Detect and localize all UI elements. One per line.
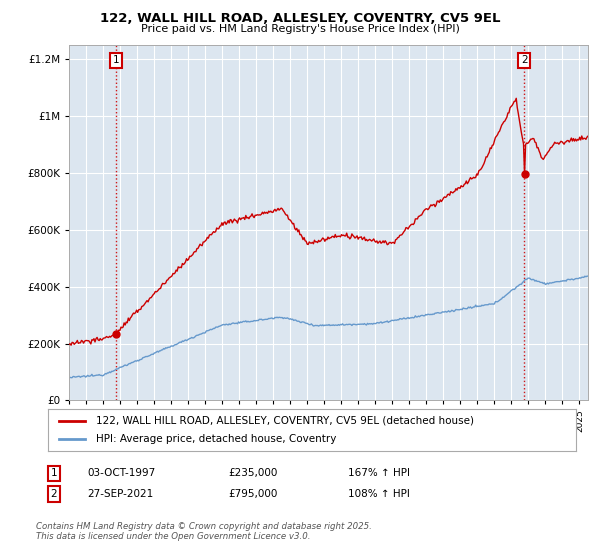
Text: 167% ↑ HPI: 167% ↑ HPI <box>348 468 410 478</box>
Text: 2: 2 <box>50 489 58 499</box>
Text: 122, WALL HILL ROAD, ALLESLEY, COVENTRY, CV5 9EL: 122, WALL HILL ROAD, ALLESLEY, COVENTRY,… <box>100 12 500 25</box>
Text: HPI: Average price, detached house, Coventry: HPI: Average price, detached house, Cove… <box>95 434 336 444</box>
Text: £795,000: £795,000 <box>228 489 277 499</box>
Text: Contains HM Land Registry data © Crown copyright and database right 2025.
This d: Contains HM Land Registry data © Crown c… <box>36 522 372 542</box>
Text: 108% ↑ HPI: 108% ↑ HPI <box>348 489 410 499</box>
Text: 27-SEP-2021: 27-SEP-2021 <box>87 489 153 499</box>
Text: 1: 1 <box>112 55 119 66</box>
Text: Price paid vs. HM Land Registry's House Price Index (HPI): Price paid vs. HM Land Registry's House … <box>140 24 460 34</box>
Text: 2: 2 <box>521 55 527 66</box>
Text: £235,000: £235,000 <box>228 468 277 478</box>
Text: 1: 1 <box>50 468 58 478</box>
Text: 03-OCT-1997: 03-OCT-1997 <box>87 468 155 478</box>
Text: 122, WALL HILL ROAD, ALLESLEY, COVENTRY, CV5 9EL (detached house): 122, WALL HILL ROAD, ALLESLEY, COVENTRY,… <box>95 416 473 426</box>
